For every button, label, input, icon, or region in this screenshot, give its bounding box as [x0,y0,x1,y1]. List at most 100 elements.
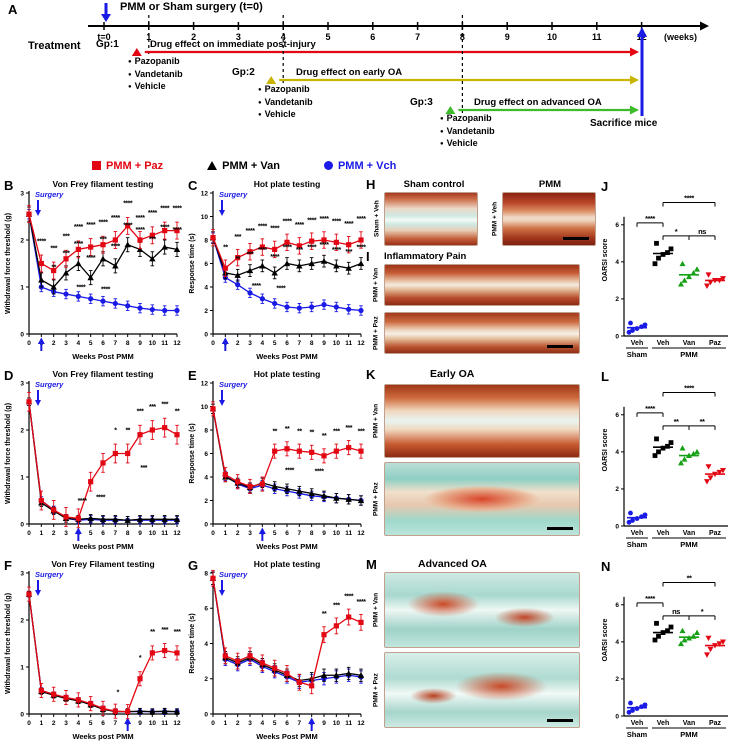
svg-text:3: 3 [64,340,68,347]
svg-text:0: 0 [204,711,208,718]
group-arrowhead-icon [630,75,639,85]
svg-text:****: **** [136,215,146,222]
svg-text:10: 10 [333,530,341,537]
drug-name: Vandetanib [446,125,495,136]
svg-text:****: **** [332,247,342,254]
svg-text:2: 2 [615,676,619,683]
group-start-triangle-icon [445,106,456,114]
svg-text:****: **** [86,255,96,262]
svg-text:7: 7 [415,32,420,42]
svg-text:*: * [117,689,120,696]
svg-text:2: 2 [615,486,619,493]
svg-text:2: 2 [204,676,208,683]
svg-text:11: 11 [345,720,352,727]
histology-title-inflammatory-pain: Inflammatory Pain [384,251,467,262]
svg-text:Withdrawal force threshold (g): Withdrawal force threshold (g) [5,593,12,694]
svg-text:***: *** [358,429,365,436]
svg-text:****: **** [295,222,305,229]
drug-name: Vehicle [446,138,478,148]
svg-text:0: 0 [20,521,24,528]
group-2-name: Gp:2 [232,67,255,78]
svg-text:3: 3 [248,720,252,727]
svg-text:Sham: Sham [627,540,648,549]
histology-side-label: PMM + Van [372,592,380,628]
svg-text:2: 2 [20,237,24,244]
svg-text:D: D [4,368,13,383]
histology-image-early-pmm-paz [384,462,580,536]
svg-text:t=0: t=0 [97,32,110,42]
svg-text:3: 3 [20,190,24,197]
histology-image-inflam-pmm-paz [384,312,580,354]
svg-text:6: 6 [615,602,619,609]
drug-name: Pazopanib [446,113,492,123]
svg-text:Withdrawal force threshold (g): Withdrawal force threshold (g) [5,213,12,314]
svg-text:Von Frey filament testing: Von Frey filament testing [53,179,154,189]
histology-image-adv-pmm-paz [384,652,580,728]
svg-text:4: 4 [615,449,619,456]
svg-text:8: 8 [126,530,130,537]
svg-text:****: **** [123,222,133,229]
svg-text:0: 0 [20,331,24,338]
svg-text:Response time (s): Response time (s) [189,233,196,293]
sacrifice-text: Sacrifice mice [590,118,658,129]
svg-text:***: *** [345,425,352,432]
histology-title-sham-control: Sham control [403,179,465,190]
drug-item: ● Pazopanib [258,84,313,97]
svg-text:3: 3 [64,530,68,537]
svg-text:2: 2 [615,296,619,303]
svg-text:6: 6 [285,720,289,727]
group-1-name: Gp:1 [96,39,119,50]
svg-text:3: 3 [20,570,24,577]
svg-text:****: **** [246,228,256,235]
svg-text:*: * [114,427,117,434]
histology-image-pmm-veh [502,192,596,246]
drug-item: ● Vandetanib [128,69,183,82]
bullet-icon: ● [440,128,444,135]
surgery-arrow-icon [35,210,41,216]
legend-item: PMM + Vch [323,160,396,172]
svg-text:Surgery: Surgery [219,190,248,199]
surgery-down-arrow-icon [101,14,111,22]
svg-text:F: F [4,558,12,573]
legend-item: PMM + Paz [92,160,163,172]
treatment-start-arrow-icon [124,717,132,724]
histology-side-label: PMM + Van [372,403,380,439]
svg-text:7: 7 [298,340,302,347]
svg-text:9: 9 [505,32,510,42]
svg-text:OARSI score: OARSI score [602,428,609,471]
hot-plate-chart-gp1: C Hot plate testing 0 12 3 4 5 6 7 8 9 10 11 12 0 2 4 6 8 1… [186,178,367,362]
svg-text:4: 4 [615,639,619,646]
svg-text:**: ** [285,426,290,433]
svg-text:7: 7 [298,530,302,537]
svg-text:Withdrawal force threshold (g): Withdrawal force threshold (g) [5,403,12,504]
treatment-start-arrow-icon [37,337,45,344]
svg-text:7: 7 [298,720,302,727]
svg-text:**: ** [235,256,240,263]
svg-text:4: 4 [77,720,81,727]
svg-text:Sham: Sham [627,730,648,739]
panel-label-h: H [366,177,376,192]
svg-text:**: ** [700,417,705,426]
group-3-drug-list: ● Pazopanib ● Vandetanib ● Vehicle [440,113,495,151]
bullet-icon: ● [128,59,132,65]
svg-text:6: 6 [204,606,208,613]
svg-text:****: **** [332,219,342,226]
svg-text:4: 4 [261,340,265,347]
svg-text:2: 2 [236,340,240,347]
svg-text:**: ** [309,430,314,437]
svg-text:****: **** [173,227,182,234]
svg-text:****: **** [270,226,280,233]
svg-text:8: 8 [204,427,208,434]
treatment-start-arrow-icon [258,527,266,534]
svg-text:***: *** [333,602,340,609]
surgery-arrow-icon [219,590,225,596]
svg-text:Surgery: Surgery [219,380,248,389]
svg-text:1: 1 [40,720,44,727]
group-2-effect: Drug effect on early OA [296,67,403,78]
bullet-icon: ● [258,99,262,106]
svg-text:ns: ns [672,607,680,616]
svg-text:****: **** [148,210,158,217]
svg-text:**: ** [297,429,302,436]
